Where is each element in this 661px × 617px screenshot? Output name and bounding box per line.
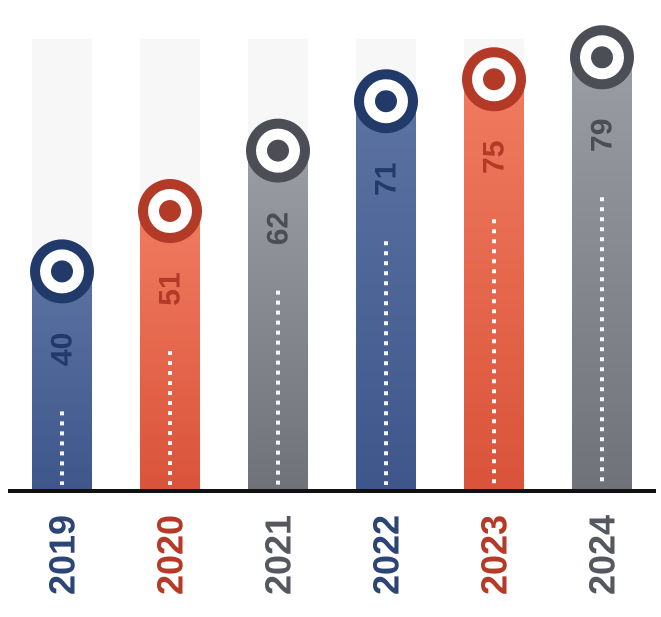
bars: 40 51 62 71 75 79 [30, 25, 634, 492]
bar-cap-marker-2019 [30, 239, 94, 304]
value-label-2023: 75 [478, 141, 511, 174]
category-label-2022: 2022 [366, 515, 407, 595]
bar-cap-marker-2020 [138, 179, 202, 244]
category-label-2021: 2021 [258, 515, 299, 595]
bar-cap-marker-2022 [354, 69, 418, 134]
category-labels: 2019 2020 2021 2022 2023 2024 [42, 515, 623, 595]
category-label-2024: 2024 [582, 515, 623, 595]
value-label-2019: 40 [46, 333, 79, 366]
category-label-2019: 2019 [42, 515, 83, 595]
value-label-2020: 51 [154, 272, 187, 305]
value-label-2022: 71 [370, 163, 403, 196]
bar-2019 [32, 271, 92, 491]
bar-2022 [356, 101, 416, 492]
category-label-2023: 2023 [474, 515, 515, 595]
bar-cap-marker-2021 [246, 118, 310, 183]
bar-cap-marker-2023 [462, 47, 526, 112]
bar-cap-marker-2024 [570, 25, 634, 90]
value-label-2024: 79 [586, 119, 619, 152]
value-label-2021: 62 [262, 212, 295, 245]
bar-tracks [32, 39, 632, 491]
category-label-2020: 2020 [150, 515, 191, 595]
bar-2020 [140, 211, 200, 491]
